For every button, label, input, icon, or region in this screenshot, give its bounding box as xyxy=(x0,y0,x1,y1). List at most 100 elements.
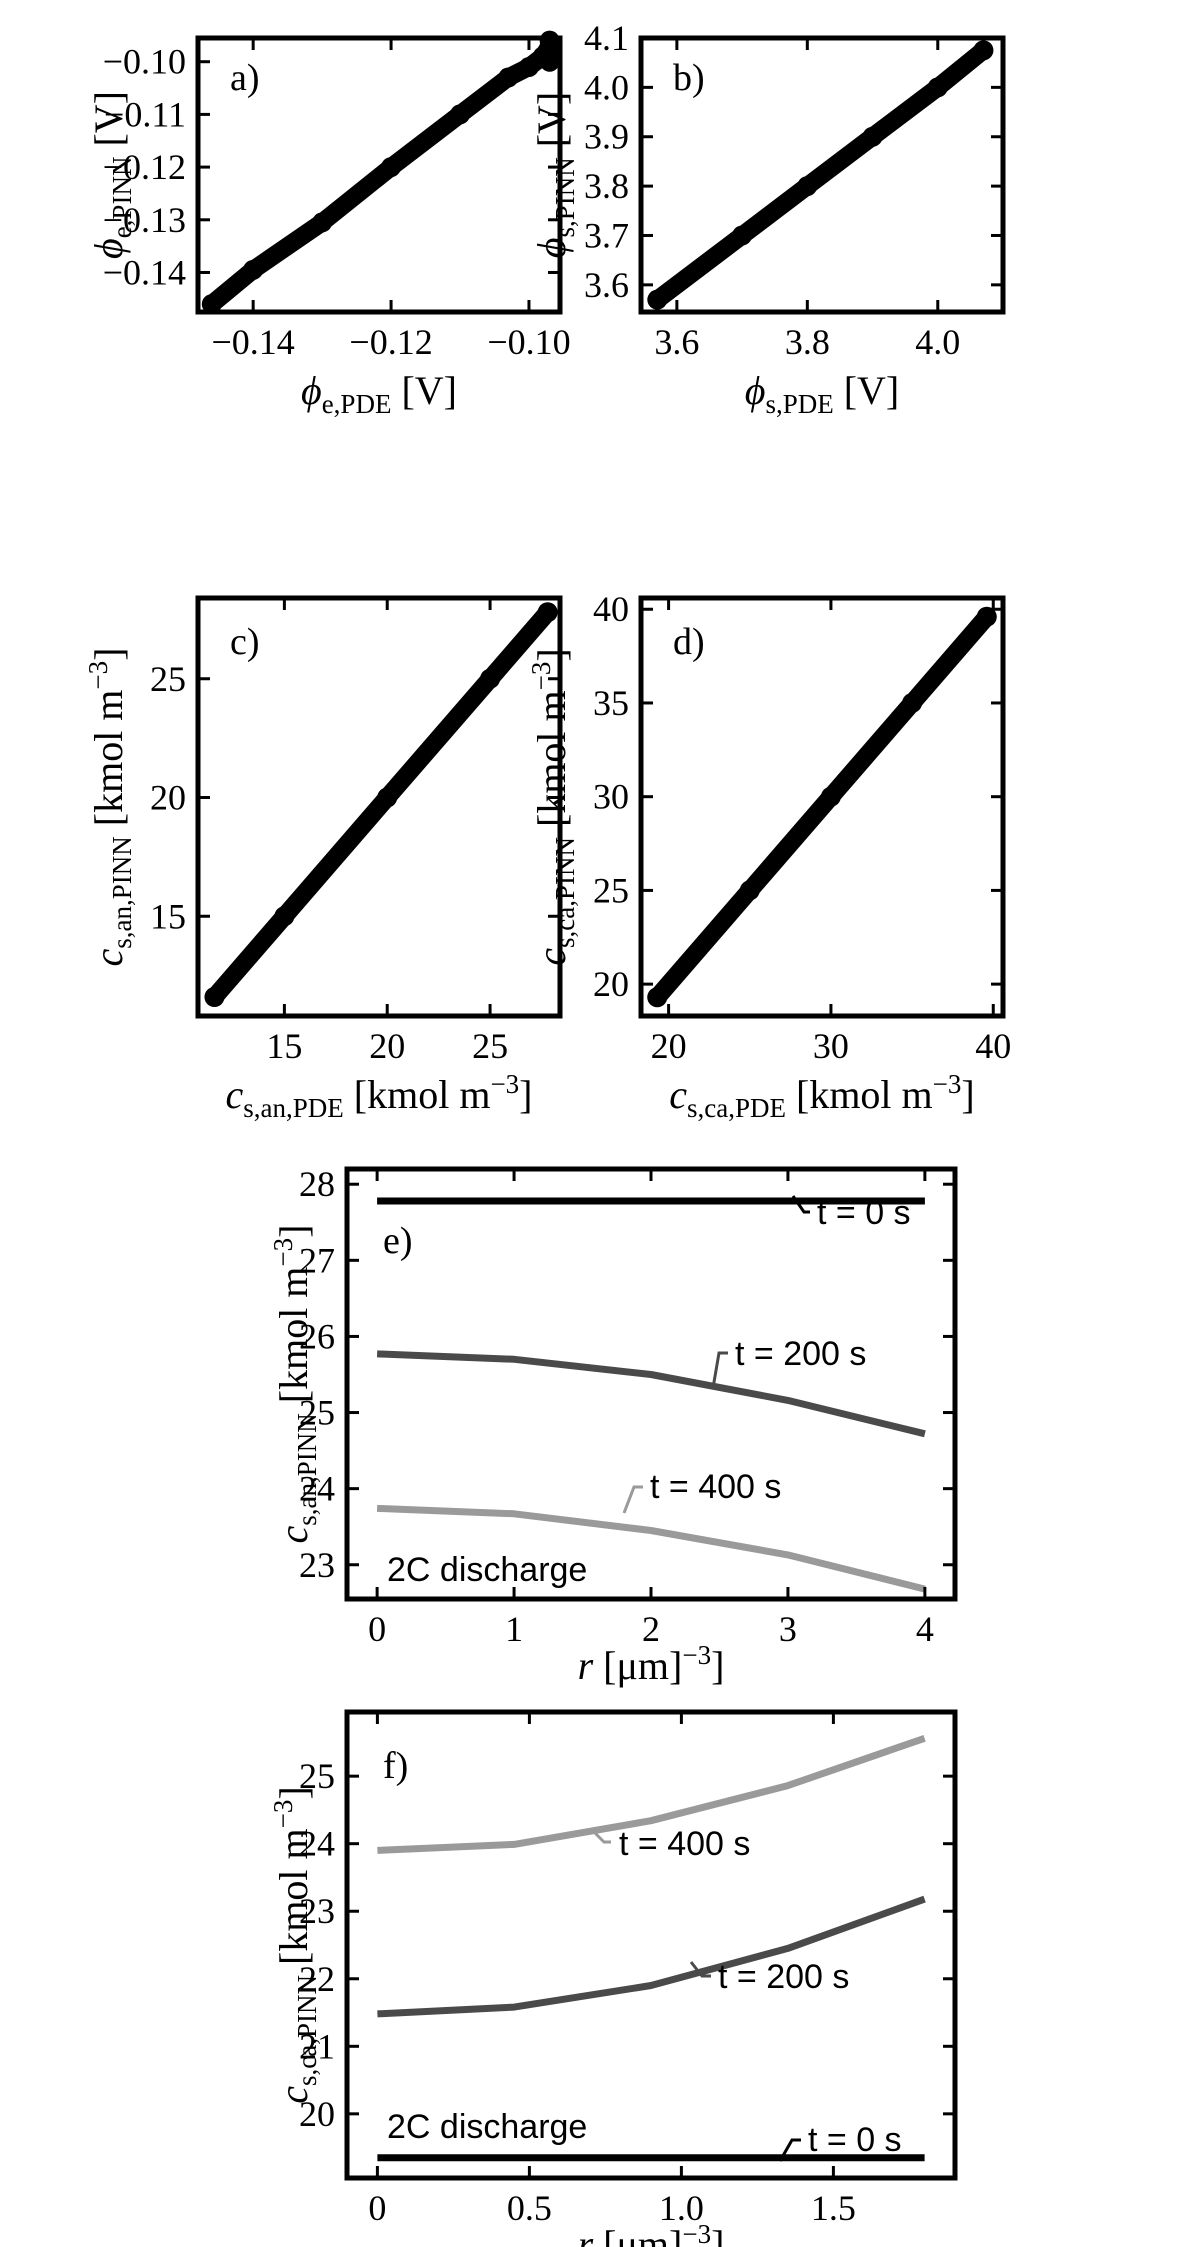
panel-label: d) xyxy=(673,621,705,663)
x-tick-label: 25 xyxy=(472,1026,508,1066)
x-axis-label: cs,ca,PDE [kmol m−3] xyxy=(669,1069,974,1123)
data-point xyxy=(927,77,948,98)
y-tick-label: 25 xyxy=(593,870,629,910)
plot-frame xyxy=(195,35,563,315)
data-point xyxy=(973,40,994,61)
curve-label: t = 0 s xyxy=(808,2121,902,2159)
axis-label-symbol: c xyxy=(529,948,574,966)
axis-label-unit: [kmol m xyxy=(786,1072,933,1117)
axis-label-exponent: −3 xyxy=(682,2219,711,2247)
axis-label-symbol: ϕ xyxy=(86,238,131,259)
axis-label-symbol: r xyxy=(578,2222,594,2247)
x-tick-label: 30 xyxy=(813,1026,849,1066)
x-axis-label: r [μm]−3] xyxy=(578,2219,725,2247)
x-axis-label: cs,an,PDE [kmol m−3] xyxy=(226,1069,533,1123)
x-tick-label: 40 xyxy=(975,1026,1011,1066)
plot-area xyxy=(201,30,560,315)
y-tick-label: 20 xyxy=(299,2094,335,2134)
y-tick-label: 3.8 xyxy=(584,166,629,206)
y-tick-label: 4.1 xyxy=(584,18,629,58)
axis-label-subscript: s,ca,PDE xyxy=(687,1093,786,1123)
plot-frame xyxy=(344,1709,958,2181)
curve-label: t = 400 s xyxy=(650,1468,781,1506)
x-tick-label: 3.6 xyxy=(654,322,699,362)
data-point xyxy=(537,602,558,623)
axis-label-symbol: c xyxy=(86,949,131,967)
panel-label: f) xyxy=(383,1745,408,1787)
axis-label-bracket: ] xyxy=(711,2222,724,2247)
axis-label-exponent: −3 xyxy=(526,662,556,691)
series-line-0 xyxy=(377,1734,926,1854)
axis-label-unit: [V] xyxy=(391,368,457,413)
series-line-1 xyxy=(376,1350,926,1438)
y-tick-label: 23 xyxy=(299,1545,335,1585)
panel-label: b) xyxy=(673,57,705,99)
axis-label-unit: [kmol m xyxy=(344,1072,491,1117)
axis-label-exponent: −3 xyxy=(933,1069,962,1099)
axis-label-exponent: −3 xyxy=(83,661,113,690)
y-tick-label: 3.6 xyxy=(584,265,629,305)
axis-label-unit: [kmol m xyxy=(529,690,574,837)
y-tick-label: 24 xyxy=(299,1824,335,1864)
axis-label-unit: [V] xyxy=(529,92,574,158)
curve-label: t = 400 s xyxy=(619,1825,750,1863)
annotation-condition: 2C discharge xyxy=(387,1551,587,1589)
x-axis-label: ϕe,PDE [V] xyxy=(301,368,457,419)
panel-label: c) xyxy=(230,621,260,663)
axis-label-subscript: s,an,PINN xyxy=(107,836,137,949)
plot-frame xyxy=(638,595,1006,1019)
x-tick-label: 4.0 xyxy=(915,322,960,362)
plot-area xyxy=(376,1197,926,1593)
plot-area xyxy=(377,1734,926,2162)
panel-a: −0.14 −0.12 −0.10 −0.10 −0.11 −0.12 −0.13 −0.14… xyxy=(86,30,571,419)
plot-frame xyxy=(638,35,1006,315)
y-tick-label: 20 xyxy=(150,778,186,818)
y-tick-label: 25 xyxy=(299,1756,335,1796)
axis-label-unit: [V] xyxy=(86,91,131,157)
axis-label-subscript: s,PDE xyxy=(765,389,833,419)
annotation-leader xyxy=(689,1961,711,1978)
x-tick-label: −0.12 xyxy=(349,322,432,362)
plot-frame xyxy=(195,595,563,1019)
data-point xyxy=(820,786,841,807)
data-point xyxy=(498,67,519,88)
x-tick-label: 1 xyxy=(505,1609,523,1649)
data-point xyxy=(862,126,883,147)
y-axis-label: cs,an,PINN [kmol m−3] xyxy=(268,1225,322,1544)
y-axis-label: ϕe,PINN [V] xyxy=(86,91,137,259)
axis-label-unit: [V] xyxy=(834,368,900,413)
y-tick-label: 21 xyxy=(299,2026,335,2066)
panel-label: a) xyxy=(230,57,260,99)
x-tick-label: 20 xyxy=(369,1026,405,1066)
annotation-condition: 2C discharge xyxy=(387,2108,587,2146)
plot-area xyxy=(204,602,558,1007)
y-tick-label: 40 xyxy=(593,589,629,629)
x-tick-label: 0.5 xyxy=(507,2188,552,2228)
annotation-leader xyxy=(589,1827,611,1844)
annotation-leader xyxy=(622,1485,643,1514)
data-point xyxy=(201,294,222,315)
y-tick-label: 30 xyxy=(593,777,629,817)
y-tick-label: 15 xyxy=(150,896,186,936)
annotation-leader xyxy=(791,1195,810,1214)
data-point xyxy=(480,668,501,689)
y-tick-label: −0.11 xyxy=(104,94,186,134)
y-tick-label: 28 xyxy=(299,1164,335,1204)
axis-label-exponent: −3 xyxy=(268,1800,298,1829)
axis-label-subscript: s,ca,PINN xyxy=(292,1975,322,2086)
x-tick-label: 3 xyxy=(779,1609,797,1649)
axis-label-exponent: −3 xyxy=(682,1640,711,1670)
axis-label-bracket: ] xyxy=(711,1643,724,1688)
x-tick-label: 2 xyxy=(642,1609,660,1649)
y-axis-label: cs,ca,PINN [kmol m−3] xyxy=(268,1786,322,2103)
axis-label-bracket: ] xyxy=(86,648,131,661)
data-point xyxy=(450,104,471,125)
data-point xyxy=(274,906,295,927)
data-point xyxy=(976,606,997,627)
plot-area xyxy=(647,606,997,1008)
axis-label-symbol: ϕ xyxy=(529,238,574,259)
axis-label-symbol: r xyxy=(578,1643,594,1688)
